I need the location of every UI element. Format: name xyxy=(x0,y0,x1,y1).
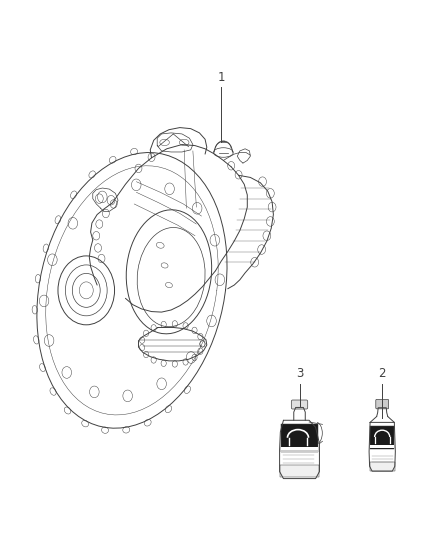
Bar xyxy=(281,450,318,453)
FancyBboxPatch shape xyxy=(291,400,308,409)
Bar xyxy=(281,447,318,450)
Text: 2: 2 xyxy=(378,367,386,381)
Bar xyxy=(280,465,319,478)
Text: 1: 1 xyxy=(217,70,225,84)
Bar xyxy=(370,463,395,471)
FancyBboxPatch shape xyxy=(281,424,318,453)
Bar xyxy=(370,445,394,448)
Text: 3: 3 xyxy=(296,367,303,381)
FancyBboxPatch shape xyxy=(370,426,394,449)
FancyBboxPatch shape xyxy=(376,399,389,409)
